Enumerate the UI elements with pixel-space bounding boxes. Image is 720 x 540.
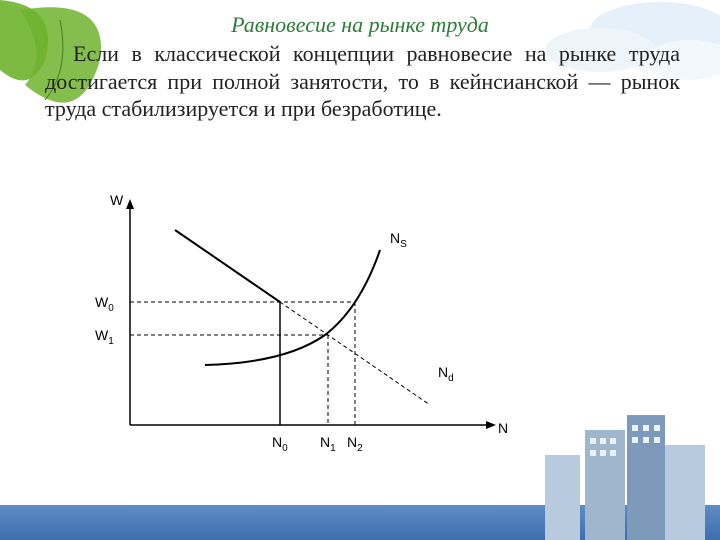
body-paragraph: Если в классической концепции равновесие… [45, 40, 680, 123]
n0-label: N0 [272, 434, 288, 454]
x-axis-label: N [498, 420, 508, 436]
n1-label: N1 [320, 434, 336, 454]
nd-curve-solid [175, 230, 280, 302]
ns-curve [205, 250, 380, 365]
axes: W N [110, 192, 508, 436]
nd-label: Nd [438, 364, 454, 384]
ns-label: NS [390, 230, 407, 250]
w1-label: W1 [95, 327, 114, 347]
slide-title: Равновесие на рынке труда [0, 12, 720, 38]
n2-label: N2 [347, 434, 363, 454]
w0-label: W0 [95, 294, 114, 314]
buildings-decoration [515, 400, 715, 540]
slide-root: Равновесие на рынке труда Если в классич… [0, 0, 720, 540]
y-axis-label: W [110, 192, 124, 208]
labor-market-chart: W N W0 W1 N0 N1 N2 NS Nd [80, 185, 520, 490]
chart-svg: W N W0 W1 N0 N1 N2 NS Nd [80, 185, 520, 485]
